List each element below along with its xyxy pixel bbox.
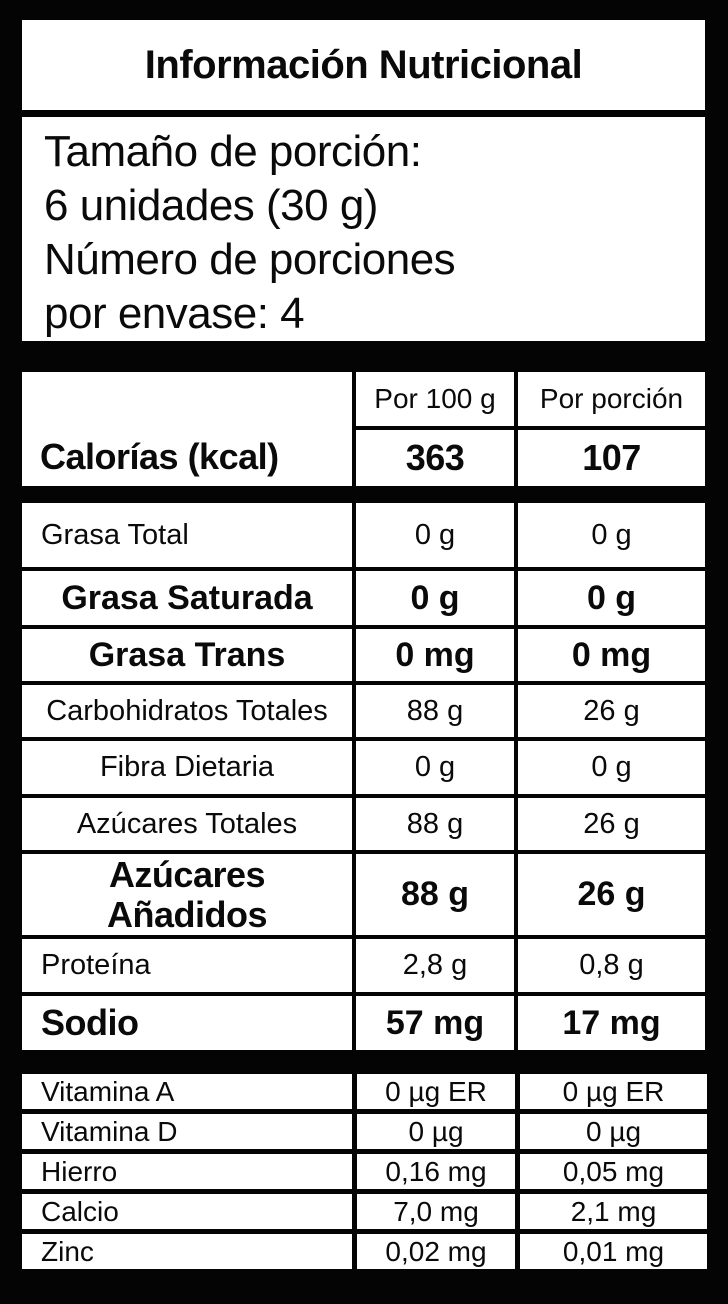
nutrient-per-portion: 0 g bbox=[518, 741, 705, 794]
micronutrient-label-hierro: Hierro bbox=[22, 1154, 352, 1189]
micronutrient-per-100g: 7,0 mg bbox=[357, 1194, 515, 1229]
label-title-box: Información Nutricional bbox=[22, 20, 705, 110]
servings-per-container-line-1: Número de porciones bbox=[44, 235, 456, 284]
nutrient-per-100g: 88 g bbox=[356, 798, 514, 850]
micronutrient-label-vitamina-a: Vitamina A bbox=[22, 1074, 352, 1109]
micronutrient-per-portion: 0 µg bbox=[520, 1114, 707, 1149]
label-title: Información Nutricional bbox=[144, 42, 583, 87]
micronutrient-per-portion: 0,05 mg bbox=[520, 1154, 707, 1189]
micronutrient-per-portion: 0 µg ER bbox=[520, 1074, 707, 1109]
calories-table: Calorías (kcal) Por 100 g Por porción 36… bbox=[22, 372, 705, 486]
micronutrient-label-zinc: Zinc bbox=[22, 1234, 352, 1269]
calories-per-100g-value: 363 bbox=[356, 430, 514, 486]
nutrient-per-100g: 0 g bbox=[356, 571, 514, 625]
nutrient-label-sodio: Sodio bbox=[22, 996, 352, 1050]
nutrient-per-portion: 26 g bbox=[518, 685, 705, 737]
micronutrient-label-calcio: Calcio bbox=[22, 1194, 352, 1229]
nutrient-per-portion: 17 mg bbox=[518, 996, 705, 1050]
nutrient-per-100g: 0 g bbox=[356, 741, 514, 794]
micronutrient-per-100g: 0 µg bbox=[357, 1114, 515, 1149]
nutrient-label-azucares-totales: Azúcares Totales bbox=[22, 798, 352, 850]
nutrient-per-100g: 2,8 g bbox=[356, 939, 514, 992]
nutrient-per-portion: 0,8 g bbox=[518, 939, 705, 992]
nutrient-per-portion: 26 g bbox=[518, 854, 705, 935]
column-header-per-100g: Por 100 g bbox=[356, 372, 514, 426]
serving-units-line: 6 unidades (30 g) bbox=[44, 181, 378, 230]
nutrient-per-100g: 0 mg bbox=[356, 629, 514, 681]
micronutrient-label-vitamina-d: Vitamina D bbox=[22, 1114, 352, 1149]
calories-label: Calorías (kcal) bbox=[22, 372, 352, 486]
calories-per-portion-value: 107 bbox=[518, 430, 705, 486]
nutrient-label-grasa-trans: Grasa Trans bbox=[22, 629, 352, 681]
serving-info-box: Tamaño de porción: 6 unidades (30 g) Núm… bbox=[22, 117, 705, 341]
micronutrient-per-100g: 0,02 mg bbox=[357, 1234, 515, 1269]
nutrient-label-azucares-anadidos: Azúcares Añadidos bbox=[22, 854, 352, 935]
servings-per-container-line-2: por envase: 4 bbox=[44, 289, 305, 338]
nutrient-per-100g: 88 g bbox=[356, 854, 514, 935]
nutrient-per-portion: 0 g bbox=[518, 571, 705, 625]
column-header-per-portion: Por porción bbox=[518, 372, 705, 426]
serving-size-line: Tamaño de porción: bbox=[44, 127, 422, 176]
nutrient-per-portion: 0 mg bbox=[518, 629, 705, 681]
nutrient-per-100g: 88 g bbox=[356, 685, 514, 737]
nutrient-per-portion: 0 g bbox=[518, 503, 705, 567]
micronutrient-per-portion: 2,1 mg bbox=[520, 1194, 707, 1229]
nutrient-label-proteina: Proteína bbox=[22, 939, 352, 992]
nutrient-label-grasa-total: Grasa Total bbox=[22, 503, 352, 567]
nutrient-per-portion: 26 g bbox=[518, 798, 705, 850]
nutrient-per-100g: 57 mg bbox=[356, 996, 514, 1050]
micronutrient-per-100g: 0 µg ER bbox=[357, 1074, 515, 1109]
nutrient-per-100g: 0 g bbox=[356, 503, 514, 567]
nutrient-label-carbohidratos: Carbohidratos Totales bbox=[22, 685, 352, 737]
micronutrients-table: Vitamina A 0 µg ER 0 µg ER Vitamina D 0 … bbox=[22, 1074, 707, 1269]
nutrients-table: Grasa Total 0 g 0 g Grasa Saturada 0 g 0… bbox=[22, 503, 705, 1050]
micronutrient-per-portion: 0,01 mg bbox=[520, 1234, 707, 1269]
nutrient-label-grasa-saturada: Grasa Saturada bbox=[22, 571, 352, 625]
nutrient-label-fibra: Fibra Dietaria bbox=[22, 741, 352, 794]
micronutrient-per-100g: 0,16 mg bbox=[357, 1154, 515, 1189]
